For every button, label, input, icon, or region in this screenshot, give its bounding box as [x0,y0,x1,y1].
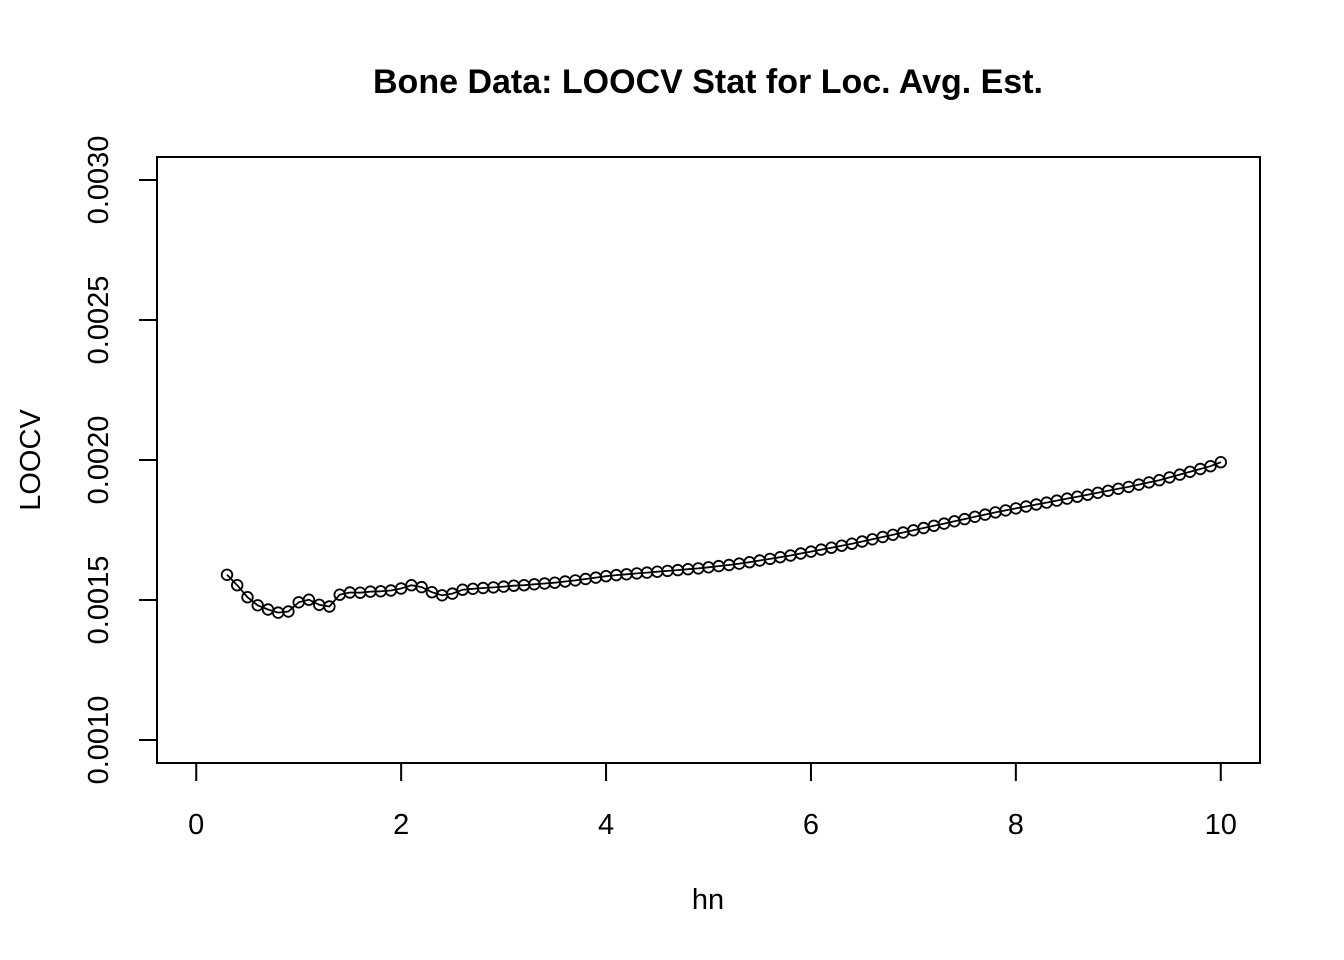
x-tick-label: 0 [188,809,204,841]
data-point [302,593,316,606]
y-tick-label: 0.0010 [83,696,115,785]
x-tick-label: 6 [803,809,819,841]
plot-box [156,156,1261,764]
x-tick-label: 8 [1008,809,1024,841]
y-tick-label: 0.0020 [83,416,115,505]
data-series [220,456,1228,619]
chart-title: Bone Data: LOOCV Stat for Loc. Avg. Est. [373,63,1043,101]
data-point [415,580,428,594]
x-axis-label: hn [692,884,724,916]
data-point [241,591,254,604]
x-tick-label: 4 [598,809,614,841]
x-tick-label: 2 [393,809,409,841]
y-tick-label: 0.0025 [83,276,115,365]
data-point [323,600,336,613]
x-tick-label: 10 [1205,809,1237,841]
y-tick-label: 0.0015 [83,556,115,645]
data-point [1214,456,1228,469]
data-point [251,599,264,612]
data-point [230,579,244,592]
data-point [282,605,295,618]
data-point [446,587,459,600]
y-axis-label: LOOCV [15,409,47,511]
y-tick-label: 0.0030 [83,136,115,225]
data-point [220,568,234,582]
y-axis: 0.0010 0.0015 0.0020 0.0025 0.0030 [83,136,157,785]
x-axis: 0 2 4 6 8 10 [188,763,1237,841]
data-point [1204,460,1217,473]
